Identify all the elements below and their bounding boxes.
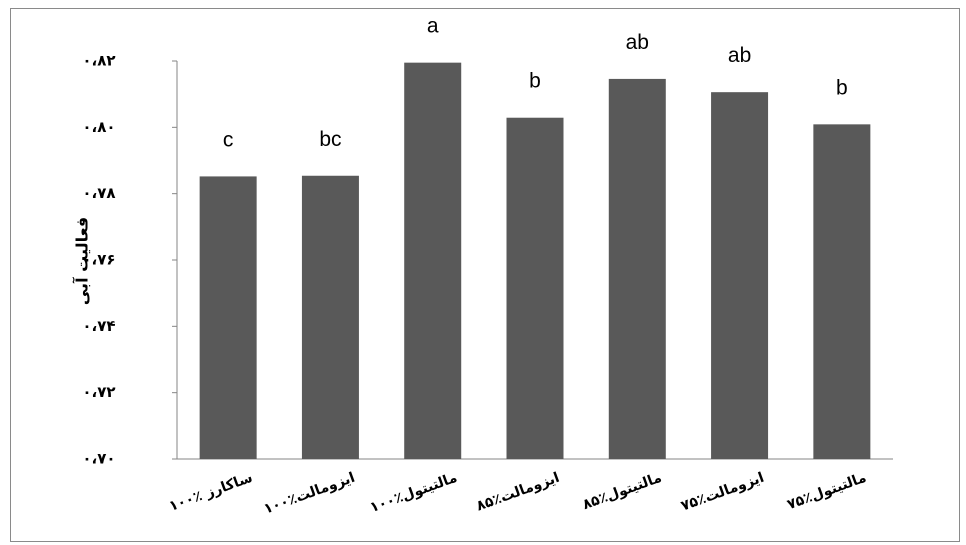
y-tick-label: ۰،۷۴ (82, 317, 115, 335)
chart-frame: ۰،۷۰ ۰،۷۲ ۰،۷۴ ۰،۷۶ ۰،۷۸ ۰،۸۰ ۰،۸۲ c bc a b ab ab b … (10, 8, 960, 542)
y-tick-label: ۰،۸۲ (82, 52, 115, 70)
bar (608, 78, 666, 459)
bar (199, 176, 257, 460)
significance-letter: a (427, 15, 439, 38)
y-axis-title: فعالیت آبی (72, 217, 92, 305)
x-tick-label: ۷۵٪مالتیتول (785, 470, 868, 513)
significance-letter: bc (319, 128, 341, 151)
y-tick-label: ۰،۷۰ (82, 450, 115, 468)
x-tick-label: ۷۵٪ایزومالت (679, 470, 766, 515)
x-tick-label: ۱۰۰٪مالتیتول (368, 470, 459, 516)
bars (199, 62, 871, 460)
y-tick-label: ۰،۷۸ (82, 184, 115, 202)
bar (813, 124, 871, 460)
x-tick-label: ۱۰۰٪ایزومالت (262, 470, 357, 518)
x-tick-label: ۱۰۰٪ ساکارز (167, 470, 255, 515)
y-tick-label: ۰،۸۰ (82, 118, 115, 136)
bar (301, 175, 359, 460)
significance-letter: b (836, 76, 848, 99)
bar (711, 92, 769, 459)
y-tick-label: ۰،۷۶ (82, 251, 115, 269)
x-tick-label: ۸۵٪مالتیتول (581, 470, 664, 513)
bar-chart: ۰،۷۰۰،۷۲۰،۷۴۰،۷۶۰،۷۸۰،۸۰۰،۸۲ c bcabababb … (72, 15, 893, 518)
significance-letter: c (223, 128, 234, 151)
bar (506, 117, 564, 459)
bar (404, 62, 462, 460)
y-ticks: ۰،۷۰ ۰،۷۲ ۰،۷۴ ۰،۷۶ ۰،۷۸ ۰،۸۰ ۰،۸۲ (82, 52, 177, 468)
x-tick-label: ۸۵٪ایزومالت (474, 470, 561, 515)
significance-letter: ab (626, 31, 649, 54)
y-tick-label: ۰،۷۲ (82, 383, 115, 401)
significance-letter: ab (728, 44, 751, 67)
significance-letter: b (529, 70, 541, 93)
